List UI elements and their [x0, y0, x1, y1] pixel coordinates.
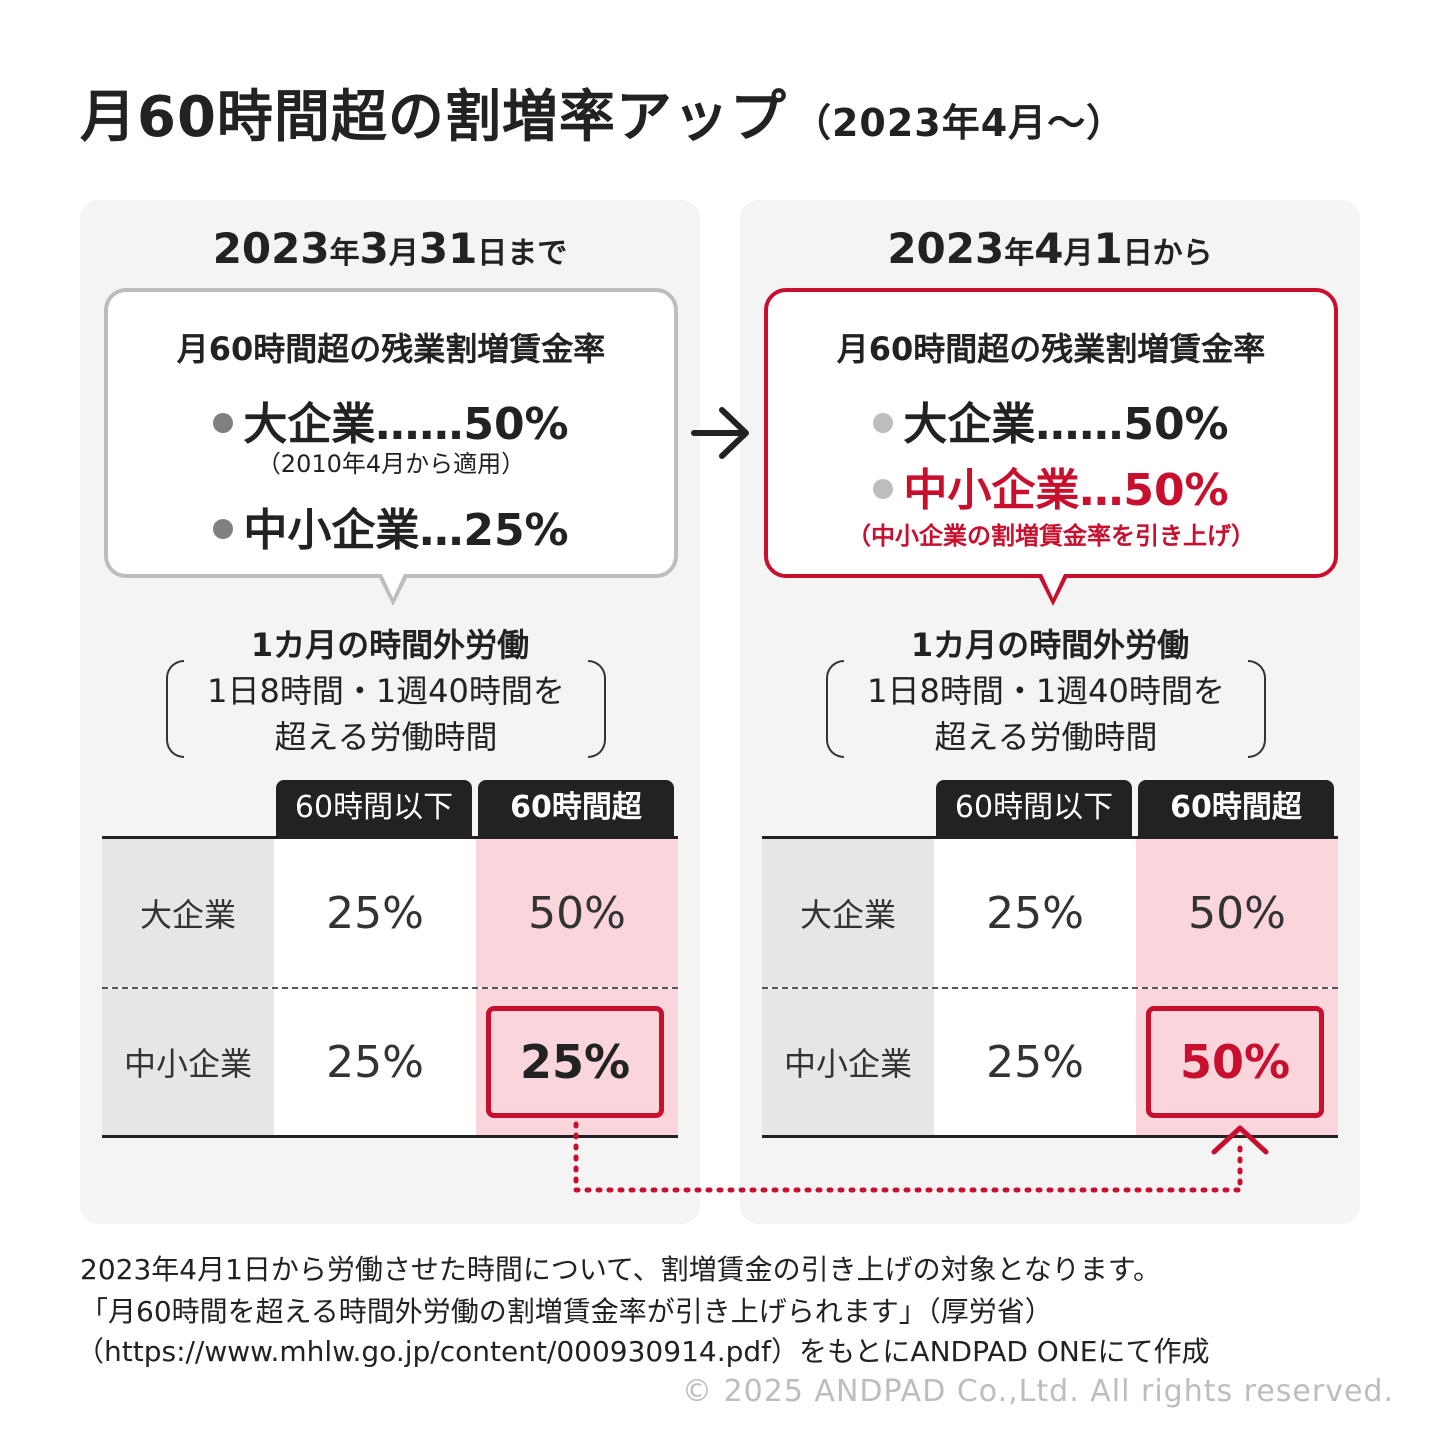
bullet-icon: [213, 413, 234, 433]
row-label-sme: 中小企業: [762, 989, 934, 1135]
rate-sme: 中小企業…50%: [768, 454, 1334, 518]
heading-year: 2023: [212, 224, 330, 273]
rate-sme-note: （中小企業の割増賃金率を引き上げ）: [847, 522, 1255, 550]
table-bottom-rule: [762, 1135, 1338, 1138]
row-label-sme: 中小企業: [102, 989, 274, 1135]
heading-tail: 日から: [1122, 236, 1213, 271]
cell-large-le60: 25%: [934, 839, 1136, 987]
table-top-rule: [762, 836, 1338, 839]
after-rate-table: 大企業 25% 50% 中小企業 25% 50%: [762, 836, 1338, 1138]
after-rate-bubble: 月60時間超の残業割増賃金率 大企業……50% 中小企業…50% （中小企業の割…: [764, 288, 1338, 606]
overtime-def-line1: 1日8時間・1週40時間を: [867, 672, 1225, 710]
cell-sme-gt60: 25%: [486, 1006, 664, 1118]
heading-month: 3: [359, 224, 389, 273]
title-main: 月60時間超の割増率アップ: [80, 85, 787, 150]
rate-large-text: 大企業……50%: [903, 399, 1229, 450]
before-rate-table: 大企業 25% 50% 中小企業 25% 25%: [102, 836, 678, 1138]
rate-sme: 中小企業…25%: [108, 494, 674, 558]
col-header-gt60: 60時間超: [478, 780, 674, 836]
table-top-rule: [102, 836, 678, 839]
cell-large-gt60: 50%: [476, 839, 678, 987]
cell-sme-gt60: 50%: [1146, 1006, 1324, 1118]
rate-large: 大企業……50%: [768, 388, 1334, 452]
table-bottom-rule: [102, 1135, 678, 1138]
col-header-le60: 60時間以下: [276, 780, 472, 836]
after-panel: 2023年4月1日から 月60時間超の残業割増賃金率 大企業……50% 中小企業…: [740, 200, 1360, 1224]
bullet-icon: [213, 519, 234, 539]
row-label-large: 大企業: [762, 839, 934, 987]
before-heading: 2023年3月31日まで: [80, 224, 700, 273]
overtime-definition: 1日8時間・1週40時間を 超える労働時間: [166, 660, 606, 758]
footer-note-1: 2023年4月1日から労働させた時間について、割増賃金の引き上げの対象となります…: [80, 1253, 1162, 1286]
rate-large: 大企業……50%: [108, 388, 674, 452]
heading-year-unit: 年: [1004, 236, 1035, 271]
bullet-icon: [873, 479, 894, 499]
heading-day: 31: [418, 224, 478, 273]
overtime-def-line2: 超える労働時間: [934, 718, 1158, 756]
title-sub: （2023年4月〜）: [792, 101, 1126, 145]
cell-sme-gt60-bg: [1136, 989, 1338, 1135]
rate-sme-text: 中小企業…25%: [243, 505, 569, 556]
col-header-gt60: 60時間超: [1138, 780, 1334, 836]
overtime-title: 1カ月の時間外労働: [910, 626, 1190, 664]
heading-month: 4: [1034, 224, 1064, 273]
before-rate-bubble: 月60時間超の残業割増賃金率 大企業……50% （2010年4月から適用） 中小…: [104, 288, 678, 606]
overtime-title: 1カ月の時間外労働: [250, 626, 530, 664]
bubble-tail-inner: [1042, 574, 1064, 598]
heading-year: 2023: [887, 224, 1005, 273]
cell-large-gt60: 50%: [1136, 839, 1338, 987]
before-panel: 2023年3月31日まで 月60時間超の残業割増賃金率 大企業……50% （20…: [80, 200, 700, 1224]
cell-sme-gt60-bg: [476, 989, 678, 1135]
page-title: 月60時間超の割増率アップ （2023年4月〜）: [80, 72, 1125, 153]
heading-day: 1: [1093, 224, 1123, 273]
cell-sme-le60: 25%: [274, 989, 476, 1135]
transition-arrow-icon: [691, 407, 749, 459]
rate-large-note: （2010年4月から適用）: [256, 450, 526, 478]
footer-note-2: 「月60時間を超える時間外労働の割増賃金率が引き上げられます」（厚労省）: [80, 1295, 1053, 1328]
table-row-divider: [762, 987, 1338, 989]
after-heading: 2023年4月1日から: [740, 224, 1360, 273]
row-label-large: 大企業: [102, 839, 274, 987]
bubble-title: 月60時間超の残業割増賃金率: [176, 330, 606, 368]
rate-sme-text: 中小企業…50%: [903, 465, 1229, 516]
cell-large-le60: 25%: [274, 839, 476, 987]
table-row-divider: [102, 987, 678, 989]
overtime-definition: 1日8時間・1週40時間を 超える労働時間: [826, 660, 1266, 758]
cell-sme-le60: 25%: [934, 989, 1136, 1135]
overtime-def-line2: 超える労働時間: [274, 718, 498, 756]
heading-year-unit: 年: [329, 236, 360, 271]
col-header-le60: 60時間以下: [936, 780, 1132, 836]
bubble-title: 月60時間超の残業割増賃金率: [836, 330, 1266, 368]
copyright: © 2025 ANDPAD Co.,Ltd. All rights reserv…: [682, 1374, 1394, 1409]
overtime-def-line1: 1日8時間・1週40時間を: [207, 672, 565, 710]
heading-month-unit: 月: [1063, 236, 1094, 271]
heading-tail: 日まで: [477, 236, 568, 271]
heading-month-unit: 月: [388, 236, 419, 271]
rate-large-text: 大企業……50%: [243, 399, 569, 450]
bullet-icon: [873, 413, 894, 433]
bubble-tail-inner: [382, 574, 404, 598]
footer-source: （https://www.mhlw.go.jp/content/00093091…: [76, 1335, 1210, 1368]
